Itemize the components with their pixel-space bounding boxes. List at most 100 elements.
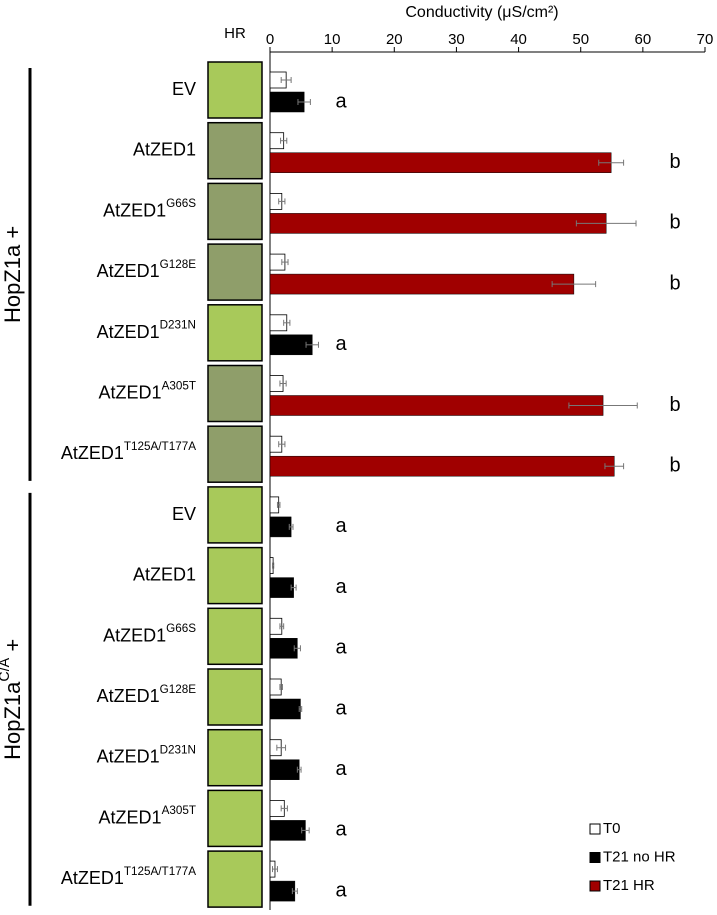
leaf-image <box>207 364 263 423</box>
category-label: AtZED1T125A/T177A <box>61 440 196 463</box>
category-label-sup: T125A/T177A <box>124 865 196 878</box>
category-label-base: AtZED1 <box>99 807 162 827</box>
leaf-image <box>207 728 263 787</box>
leaf-image <box>207 121 263 180</box>
category-label: AtZED1T125A/T177A <box>61 865 196 888</box>
x-tick-label: 20 <box>386 31 403 48</box>
significance-letter: a <box>335 819 347 841</box>
leaf-image <box>207 789 263 848</box>
category-label-sup: D231N <box>160 744 196 757</box>
category-label-base: AtZED1 <box>61 443 124 463</box>
legend-label: T21 HR <box>603 877 655 894</box>
bar <box>269 213 607 234</box>
category-label: EV <box>172 79 196 99</box>
legend-label: T21 no HR <box>603 848 676 865</box>
x-tick-label: 70 <box>697 31 714 48</box>
significance-letter: a <box>335 758 347 780</box>
significance-letter: a <box>335 333 347 355</box>
significance-letter: b <box>669 151 680 173</box>
significance-letter: a <box>335 697 347 719</box>
group-label-base: HopZ1a <box>0 681 25 760</box>
group-label-base: HopZ1a + <box>0 226 25 323</box>
legend-label: T0 <box>603 820 621 837</box>
significance-letter: a <box>335 637 347 659</box>
bar <box>269 152 612 173</box>
significance-letter: a <box>335 576 347 598</box>
category-label: AtZED1G128E <box>97 683 197 706</box>
category-label: AtZED1 <box>133 139 196 159</box>
category-label-sup: G128E <box>160 258 197 271</box>
legend-swatch <box>589 852 601 863</box>
group-label: HopZ1a + <box>0 226 25 323</box>
significance-letter: a <box>335 515 347 537</box>
significance-letter: b <box>669 394 680 416</box>
bar <box>269 820 306 841</box>
group-label: HopZ1aC/A + <box>0 639 25 760</box>
axis-title: Conductivity (μS/cm²) <box>405 4 558 21</box>
x-tick-label: 50 <box>572 31 589 48</box>
category-label-base: AtZED1 <box>133 139 196 159</box>
category-label-sup: A305T <box>162 804 196 817</box>
bar <box>269 577 294 598</box>
significance-letter: b <box>669 272 680 294</box>
category-label: AtZED1G128E <box>97 258 197 281</box>
bar <box>269 395 604 416</box>
category-label: AtZED1G66S <box>103 622 196 645</box>
significance-letter: a <box>335 879 347 901</box>
x-tick-label: 60 <box>635 31 652 48</box>
image-header: HR <box>224 25 246 42</box>
leaf-image <box>207 182 263 241</box>
leaf-image <box>207 607 263 666</box>
category-label: AtZED1D231N <box>97 744 196 767</box>
category-label-sup: T125A/T177A <box>124 440 196 453</box>
group-label-suffix: + <box>0 639 25 658</box>
category-label-sup: G66S <box>166 197 196 210</box>
leaf-image <box>207 243 263 301</box>
category-label: AtZED1D231N <box>97 319 196 342</box>
category-label: AtZED1 <box>133 564 196 584</box>
leaf-image <box>207 61 263 119</box>
category-label-base: AtZED1 <box>103 200 166 220</box>
category-label-base: EV <box>172 504 196 524</box>
x-tick-label: 40 <box>510 31 527 48</box>
leaf-image <box>207 304 263 362</box>
category-label: AtZED1A305T <box>99 379 196 402</box>
category-label-sup: A305T <box>162 379 196 392</box>
category-label: AtZED1A305T <box>99 804 196 827</box>
category-label-base: AtZED1 <box>97 322 160 342</box>
category-label-base: AtZED1 <box>61 868 124 888</box>
category-label-base: EV <box>172 79 196 99</box>
category-label-base: AtZED1 <box>97 261 160 281</box>
leaf-image <box>207 546 263 605</box>
leaf-image <box>207 425 263 483</box>
category-label: AtZED1G66S <box>103 197 196 220</box>
significance-letter: b <box>669 454 680 476</box>
bar <box>269 880 296 902</box>
legend-swatch <box>589 880 601 892</box>
category-label-base: AtZED1 <box>97 746 160 766</box>
category-label-base: AtZED1 <box>99 382 162 402</box>
x-tick-label: 10 <box>324 31 341 48</box>
leaf-image <box>207 668 263 726</box>
x-tick-label: 0 <box>266 31 274 48</box>
group-label-sup: C/A <box>0 657 13 681</box>
leaf-image <box>207 486 263 544</box>
bar <box>269 759 300 780</box>
bar <box>269 698 301 720</box>
bar <box>269 273 575 295</box>
bar <box>269 516 292 538</box>
legend-swatch <box>589 823 601 835</box>
bar <box>269 638 298 659</box>
category-label-base: AtZED1 <box>133 564 196 584</box>
category-label-base: AtZED1 <box>97 686 160 706</box>
category-label-sup: G66S <box>166 622 196 635</box>
significance-letter: a <box>335 90 347 112</box>
category-label-sup: G128E <box>160 683 197 696</box>
category-label-base: AtZED1 <box>103 625 166 645</box>
bar <box>269 455 615 477</box>
x-tick-label: 30 <box>448 31 465 48</box>
leaf-image <box>207 850 263 908</box>
category-label: EV <box>172 504 196 524</box>
category-label-sup: D231N <box>160 319 196 332</box>
